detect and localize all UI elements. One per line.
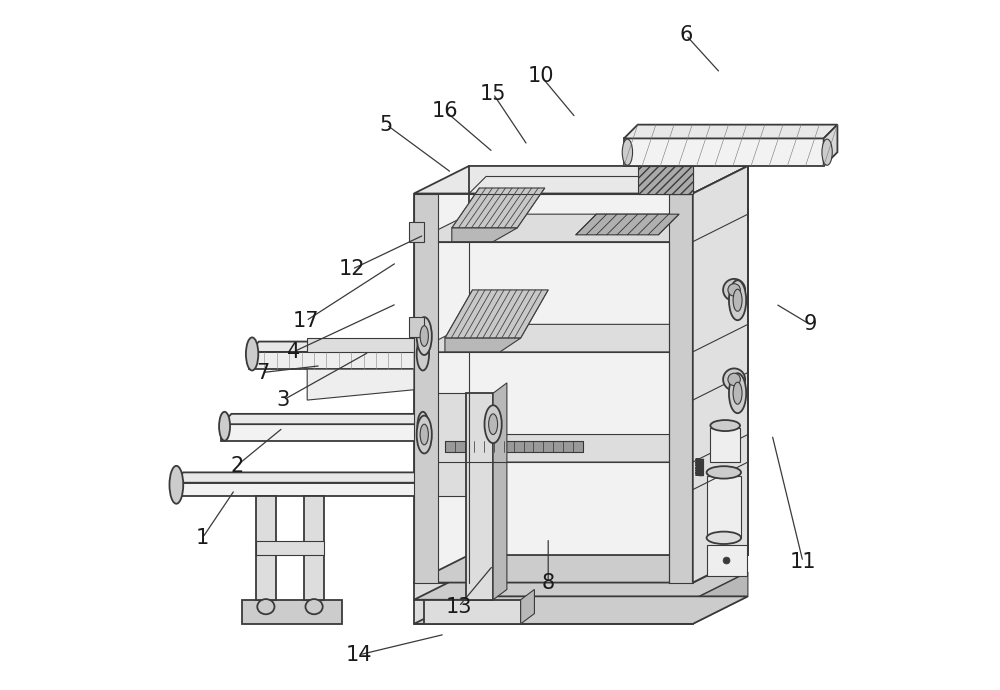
Ellipse shape	[822, 139, 832, 166]
Polygon shape	[624, 139, 824, 166]
Ellipse shape	[723, 368, 745, 391]
Polygon shape	[424, 393, 466, 497]
Text: 6: 6	[679, 25, 693, 45]
Polygon shape	[414, 435, 748, 462]
Polygon shape	[707, 476, 741, 538]
Ellipse shape	[489, 414, 498, 435]
Ellipse shape	[420, 326, 428, 346]
Ellipse shape	[728, 373, 740, 386]
Polygon shape	[824, 125, 837, 166]
Polygon shape	[576, 214, 679, 235]
Ellipse shape	[733, 289, 742, 311]
Polygon shape	[256, 497, 276, 600]
Ellipse shape	[246, 337, 258, 371]
Ellipse shape	[417, 415, 432, 453]
Ellipse shape	[305, 599, 323, 614]
Polygon shape	[414, 193, 438, 582]
Text: 11: 11	[790, 552, 816, 572]
Polygon shape	[307, 338, 414, 352]
Polygon shape	[710, 428, 740, 462]
Polygon shape	[693, 166, 748, 582]
Text: 17: 17	[293, 311, 319, 331]
Text: 15: 15	[480, 83, 506, 104]
Polygon shape	[693, 166, 748, 582]
Ellipse shape	[219, 412, 230, 441]
Text: 12: 12	[339, 259, 365, 279]
Text: 3: 3	[276, 390, 290, 410]
Text: 10: 10	[528, 66, 555, 86]
Polygon shape	[414, 572, 748, 600]
Polygon shape	[669, 193, 693, 582]
Polygon shape	[638, 166, 693, 193]
Polygon shape	[409, 222, 424, 242]
Polygon shape	[414, 214, 748, 242]
Ellipse shape	[417, 412, 428, 441]
Polygon shape	[521, 589, 534, 624]
Text: 4: 4	[287, 342, 300, 362]
Polygon shape	[304, 497, 324, 600]
Ellipse shape	[723, 279, 745, 301]
Polygon shape	[409, 317, 424, 337]
Polygon shape	[173, 473, 435, 483]
Text: 8: 8	[542, 573, 555, 593]
Polygon shape	[693, 572, 748, 624]
Polygon shape	[707, 544, 747, 575]
Polygon shape	[424, 600, 521, 624]
Ellipse shape	[417, 337, 429, 371]
Ellipse shape	[420, 424, 428, 445]
Polygon shape	[307, 369, 414, 400]
Circle shape	[723, 557, 730, 564]
Polygon shape	[445, 338, 521, 352]
Ellipse shape	[710, 420, 740, 431]
Polygon shape	[173, 483, 424, 497]
Polygon shape	[493, 383, 507, 600]
Polygon shape	[452, 228, 517, 242]
Text: 2: 2	[230, 455, 244, 475]
Ellipse shape	[622, 139, 633, 166]
Polygon shape	[445, 442, 583, 452]
Polygon shape	[256, 541, 324, 555]
Ellipse shape	[417, 317, 432, 355]
Ellipse shape	[707, 466, 741, 479]
Ellipse shape	[733, 382, 742, 404]
Polygon shape	[414, 582, 693, 600]
Text: 16: 16	[432, 101, 458, 121]
Polygon shape	[414, 193, 693, 582]
Text: 5: 5	[380, 115, 393, 135]
Text: 7: 7	[256, 362, 269, 382]
Ellipse shape	[707, 531, 741, 544]
Polygon shape	[693, 166, 748, 582]
Polygon shape	[414, 324, 748, 352]
Text: 1: 1	[196, 528, 209, 548]
Ellipse shape	[729, 280, 746, 320]
Polygon shape	[466, 393, 493, 600]
Polygon shape	[249, 342, 435, 352]
Text: 9: 9	[803, 315, 817, 335]
Ellipse shape	[169, 466, 183, 504]
Ellipse shape	[728, 284, 740, 296]
Polygon shape	[452, 188, 545, 228]
Polygon shape	[414, 600, 693, 624]
Text: 13: 13	[445, 597, 472, 617]
Polygon shape	[624, 125, 837, 139]
Polygon shape	[242, 600, 342, 624]
Polygon shape	[221, 414, 435, 424]
Ellipse shape	[485, 405, 502, 443]
Polygon shape	[445, 290, 548, 338]
Polygon shape	[638, 166, 693, 193]
Polygon shape	[249, 352, 424, 369]
Text: 14: 14	[346, 645, 372, 665]
Polygon shape	[414, 555, 748, 582]
Ellipse shape	[257, 599, 274, 614]
Polygon shape	[221, 424, 424, 442]
Ellipse shape	[729, 373, 746, 413]
Polygon shape	[414, 596, 748, 624]
Polygon shape	[414, 166, 748, 193]
